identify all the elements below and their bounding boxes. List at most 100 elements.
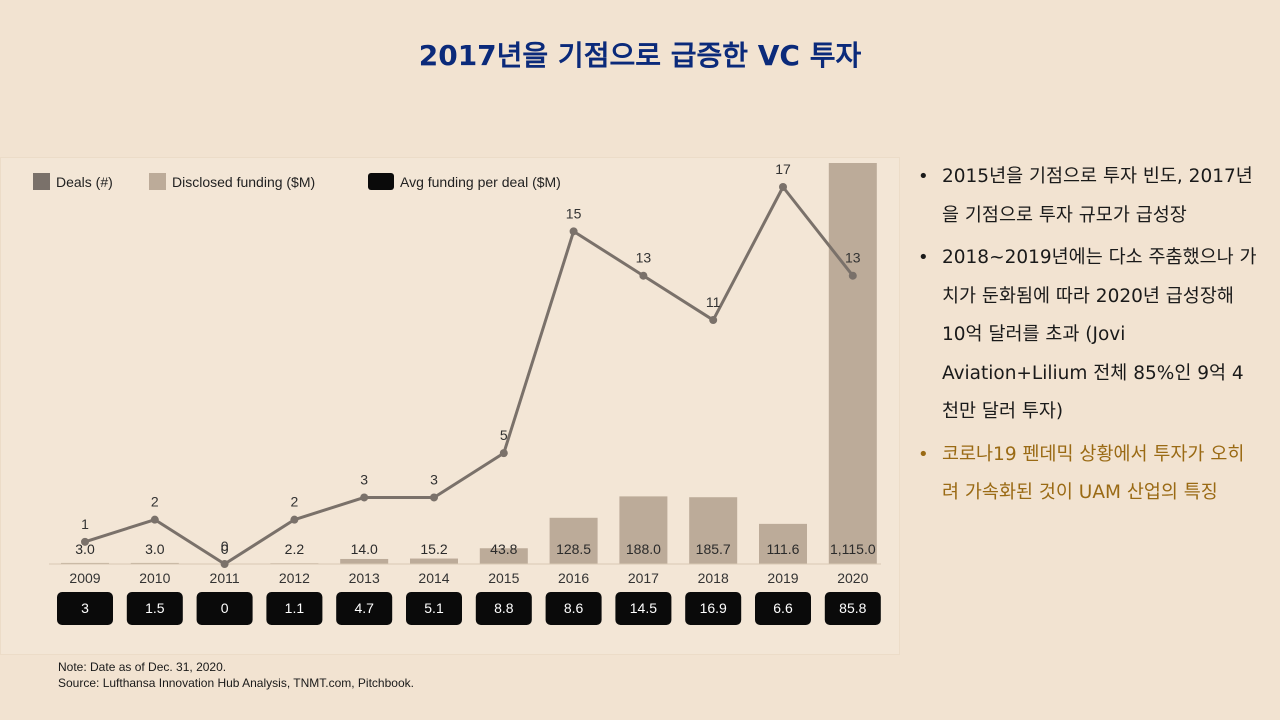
funding-labels: 3.0 3.0 0 2.2 14.0 15.2 43.8 128.5 188.0 185.7 111… <box>75 541 876 557</box>
bullet-item-2: 2018~2019년에는 다소 주춤했으나 가치가 둔화됨에 따라 2020년 … <box>912 239 1257 432</box>
funding-label-2013: 14.0 <box>351 541 378 557</box>
deals-point-2009 <box>81 537 89 546</box>
chart-notes: Note: Date as of Dec. 31, 2020. Source: … <box>58 659 414 691</box>
funding-label-2012: 2.2 <box>285 541 305 557</box>
avg-label-2015: 8.8 <box>494 600 514 616</box>
chart-panel: Deals (#) Disclosed funding ($M) Avg fundi… <box>0 157 900 655</box>
avg-box-2018 <box>685 592 742 625</box>
avg-box-2019 <box>755 592 811 625</box>
x-tick-2018: 2018 <box>698 570 729 586</box>
deals-label-2010: 2 <box>151 494 159 510</box>
deals-point-2012 <box>290 515 299 524</box>
bullet-item-3: 코로나19 펜데믹 상황에서 투자가 오히려 가속화된 것이 UAM 산업의 특… <box>912 436 1257 513</box>
x-tick-2010: 2010 <box>139 570 170 586</box>
x-tick-2015: 2015 <box>488 570 519 586</box>
avg-label-2012: 1.1 <box>285 600 305 616</box>
avg-box-2009 <box>57 592 113 625</box>
deals-point-2013 <box>360 493 369 502</box>
avg-label-2009: 3 <box>81 600 89 616</box>
legend-avg-swatch <box>368 173 394 190</box>
funding-bar-2017 <box>619 496 668 564</box>
funding-label-2009: 3.0 <box>75 541 95 557</box>
legend-funding-label: Disclosed funding ($M) <box>172 174 315 190</box>
funding-label-2011: 0 <box>221 541 229 557</box>
x-tick-2011: 2011 <box>210 570 240 586</box>
funding-bars <box>61 163 877 564</box>
avg-funding-boxes: 3 1.5 0 1.1 4.7 5.1 8.8 8.6 14.5 16.9 6.6 85.8 <box>57 592 881 625</box>
x-tick-2019: 2019 <box>767 570 798 586</box>
deals-line-series: 1 2 0 2 3 3 5 15 13 11 17 13 <box>81 161 861 568</box>
bullet-item-1: 2015년을 기점으로 투자 빈도, 2017년 을 기점으로 투자 규모가 급… <box>912 158 1257 235</box>
x-tick-2020: 2020 <box>837 570 868 586</box>
x-tick-2013: 2013 <box>349 570 380 586</box>
avg-box-2016 <box>545 592 602 625</box>
note-line: Note: Date as of Dec. 31, 2020. <box>58 660 227 674</box>
deals-label-2014: 3 <box>430 471 438 487</box>
source-line: Source: Lufthansa Innovation Hub Analysi… <box>58 676 414 690</box>
avg-label-2013: 4.7 <box>354 600 374 616</box>
avg-box-2012 <box>266 592 323 625</box>
vc-investment-chart: Deals (#) Disclosed funding ($M) Avg fundi… <box>33 161 881 625</box>
funding-label-2016: 128.5 <box>556 541 591 557</box>
avg-label-2017: 14.5 <box>630 600 657 616</box>
x-tick-2017: 2017 <box>628 570 659 586</box>
deals-label-2009: 1 <box>81 516 89 532</box>
deals-point-2010 <box>150 515 159 524</box>
deals-point-2016 <box>569 227 578 236</box>
deals-label-2018: 11 <box>706 294 721 310</box>
deals-point-2018 <box>709 316 718 325</box>
legend-deals-label: Deals (#) <box>56 174 113 190</box>
avg-label-2016: 8.6 <box>564 600 584 616</box>
deals-label-2019: 17 <box>775 161 791 177</box>
funding-label-2020: 1,115.0 <box>830 541 876 557</box>
legend-deals-swatch <box>33 173 50 190</box>
deals-label-2017: 13 <box>636 250 652 266</box>
slide-title: 2017년을 기점으로 급증한 VC 투자 <box>418 39 862 72</box>
deals-point-2019 <box>779 183 787 191</box>
funding-label-2017: 188.0 <box>626 541 661 557</box>
avg-box-2015 <box>475 592 532 625</box>
legend-avg-label: Avg funding per deal ($M) <box>400 174 561 190</box>
x-tick-2012: 2012 <box>279 570 310 586</box>
funding-bar-2014 <box>410 558 458 564</box>
deals-point-2020 <box>848 271 857 280</box>
deals-label-2013: 3 <box>360 471 368 487</box>
avg-box-2017 <box>615 592 672 625</box>
funding-bar-2019 <box>759 523 807 564</box>
deals-label-2011: 0 <box>221 538 229 554</box>
funding-bar-2013 <box>340 558 389 564</box>
avg-label-2010: 1.5 <box>145 600 165 616</box>
avg-label-2014: 5.1 <box>424 600 444 616</box>
deals-point-2014 <box>430 493 438 502</box>
avg-label-2018: 16.9 <box>700 600 727 616</box>
funding-label-2010: 3.0 <box>145 541 165 557</box>
deals-point-2017 <box>639 271 648 280</box>
avg-box-2010 <box>126 592 183 625</box>
chart-legend: Deals (#) Disclosed funding ($M) Avg fundi… <box>33 173 561 190</box>
deals-line <box>84 185 854 566</box>
avg-box-2011 <box>196 592 253 625</box>
funding-label-2014: 15.2 <box>420 541 447 557</box>
deals-label-2016: 15 <box>566 205 582 221</box>
bullet-list: 2015년을 기점으로 투자 빈도, 2017년 을 기점으로 투자 규모가 급… <box>912 158 1257 513</box>
avg-label-2020: 85.8 <box>839 600 866 616</box>
avg-box-2013 <box>336 592 393 625</box>
funding-bar-2018 <box>689 497 738 564</box>
deals-label-2012: 2 <box>291 494 299 510</box>
deals-label-2015: 5 <box>500 427 508 443</box>
funding-bar-2016 <box>549 517 598 564</box>
funding-label-2019: 111.6 <box>767 541 800 557</box>
funding-bar-2010 <box>130 562 179 564</box>
x-tick-2016: 2016 <box>558 570 589 586</box>
funding-label-2015: 43.8 <box>490 541 517 557</box>
avg-box-2014 <box>406 592 462 625</box>
funding-bar-2020 <box>828 163 877 564</box>
deals-point-2011 <box>220 560 229 568</box>
deals-label-2020: 13 <box>845 250 861 266</box>
deals-point-2015 <box>499 449 508 458</box>
x-tick-labels: 2009 2010 2011 2012 2013 2014 2015 2016 2017 2018… <box>69 570 868 586</box>
legend-funding-swatch <box>149 173 166 190</box>
x-tick-2014: 2014 <box>418 570 449 586</box>
funding-label-2018: 185.7 <box>696 541 731 557</box>
avg-label-2019: 6.6 <box>773 600 793 616</box>
